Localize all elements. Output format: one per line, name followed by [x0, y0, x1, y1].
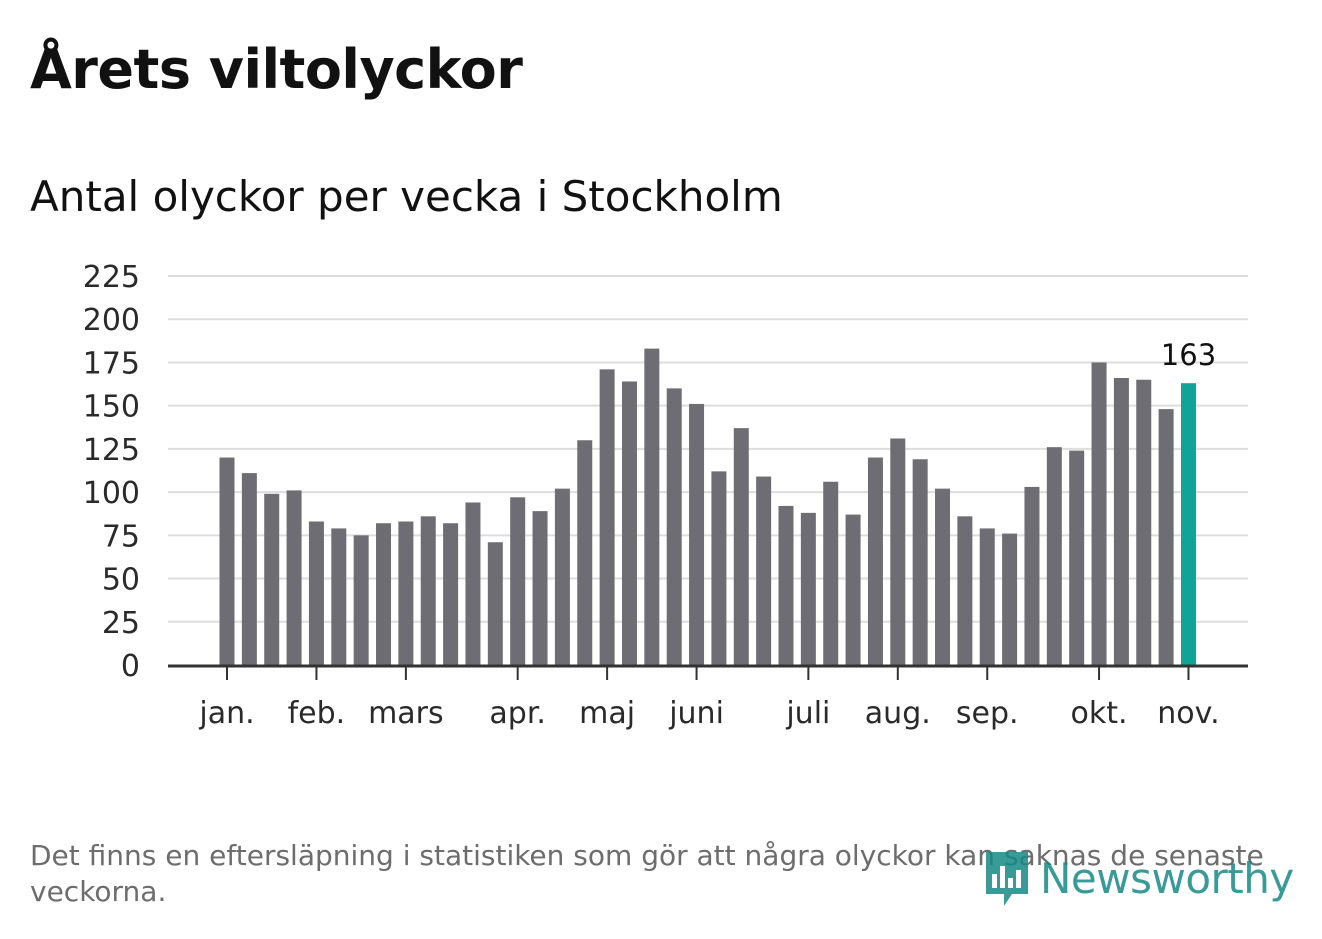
bar [666, 388, 682, 665]
bar [756, 476, 772, 665]
y-tick-label: 200 [83, 303, 140, 338]
x-tick-label: maj [579, 696, 635, 731]
bar [912, 459, 928, 665]
bar [331, 528, 347, 665]
brand-name: Newsworthy [1040, 853, 1294, 903]
bar [621, 381, 637, 665]
x-tick-label: nov. [1157, 696, 1219, 731]
bar [264, 493, 280, 665]
x-tick-label: jan. [198, 696, 254, 731]
bar [286, 490, 302, 665]
x-tick-label: aug. [865, 696, 931, 731]
bar [1046, 447, 1062, 665]
bar [532, 511, 548, 665]
bar [711, 471, 727, 665]
bar [845, 514, 861, 665]
x-tick-label: juni [668, 696, 724, 731]
y-tick-label: 0 [121, 649, 140, 684]
bar [957, 516, 973, 665]
bar [510, 497, 526, 665]
highlight-value-label: 163 [1161, 338, 1216, 372]
x-tick-label: apr. [489, 696, 546, 731]
chart-title: Årets viltolyckor [30, 38, 523, 101]
y-axis-ticks: 0 25 50 75 100 125 150 175 200 225 [83, 260, 140, 684]
y-tick-label: 150 [83, 390, 140, 425]
data-labels: 163 [1161, 338, 1216, 372]
bar [465, 502, 481, 665]
bar [890, 438, 906, 665]
y-tick-label: 75 [102, 519, 140, 554]
bar [867, 457, 883, 665]
bar [1113, 378, 1129, 665]
bar [353, 535, 369, 665]
bar [308, 521, 324, 665]
bar [554, 488, 570, 665]
y-tick-label: 175 [83, 346, 140, 381]
bar [376, 523, 392, 665]
bar [644, 348, 660, 665]
bar [1024, 486, 1040, 665]
bar [599, 369, 615, 665]
y-tick-label: 25 [102, 606, 140, 641]
bar [487, 542, 503, 665]
y-tick-label: 50 [102, 563, 140, 598]
brand-logo: Newsworthy [982, 846, 1294, 910]
bar-highlight [1180, 383, 1196, 665]
gridlines [168, 275, 1248, 623]
bar [689, 403, 705, 665]
y-tick-label: 125 [83, 433, 140, 468]
x-tick-label: sep. [956, 696, 1019, 731]
footnote: Det finns en eftersläpning i statistiken… [30, 839, 1264, 908]
x-tick-label: mars [368, 696, 444, 731]
bar [443, 523, 459, 665]
bar [1091, 362, 1107, 665]
bar [219, 457, 235, 665]
x-tick-label: feb. [288, 696, 346, 731]
bar [1069, 450, 1085, 665]
x-tick-label: juli [785, 696, 830, 731]
y-tick-label: 100 [83, 476, 140, 511]
chart-subtitle: Antal olyckor per vecka i Stockholm [30, 172, 783, 221]
bar [1158, 409, 1174, 665]
bar [241, 473, 257, 665]
x-axis: jan. feb. mars apr. maj juni juli aug. sep. okt. n… [168, 664, 1248, 731]
bar [420, 516, 436, 665]
newsworthy-logo-icon [982, 848, 1032, 908]
bar [935, 488, 951, 665]
bar [1002, 533, 1018, 665]
bar [778, 505, 794, 665]
x-tick-label: okt. [1071, 696, 1128, 731]
bar [823, 481, 839, 665]
bar [733, 428, 749, 665]
bar [577, 440, 593, 665]
bar [800, 512, 816, 665]
bar [979, 528, 995, 665]
bars [219, 348, 1196, 665]
bar [1136, 379, 1152, 665]
y-tick-label: 225 [83, 260, 140, 295]
bar [398, 521, 414, 665]
